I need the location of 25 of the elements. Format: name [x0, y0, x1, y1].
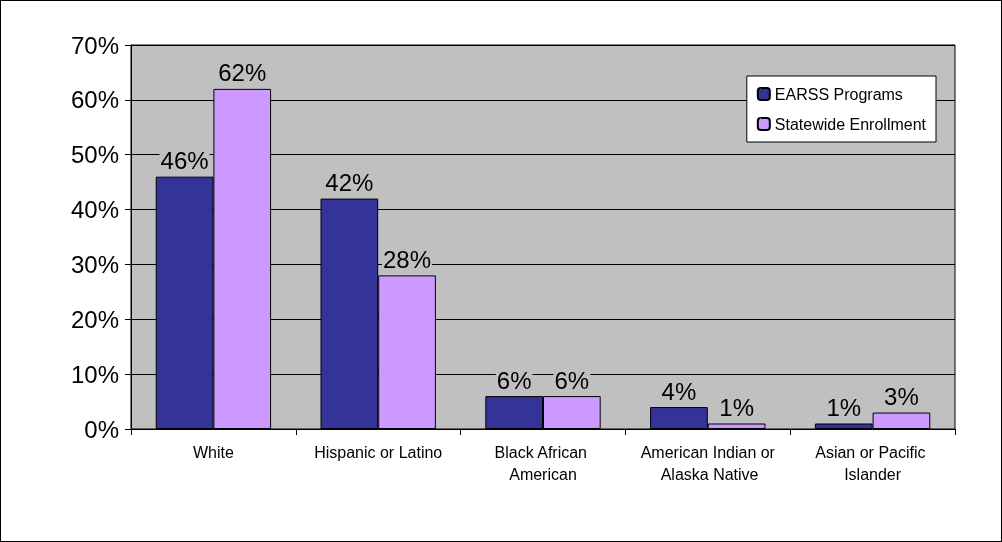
data-label: 6% [554, 366, 590, 394]
y-tick-label: 40% [70, 196, 119, 224]
data-label: 28% [383, 245, 432, 273]
y-tick-label: 30% [70, 250, 119, 278]
y-tick-label: 50% [70, 141, 119, 169]
data-label: 62% [218, 59, 267, 87]
legend-label: Statewide Enrollment [774, 115, 927, 133]
y-tick-label: 20% [70, 305, 119, 333]
legend-label: EARSS Programs [774, 85, 903, 103]
y-tick-label: 70% [70, 31, 119, 59]
data-label: 1% [719, 394, 754, 422]
x-tick-label: White [192, 443, 234, 461]
x-tick-label: American Indian or Alaska Native [640, 443, 776, 483]
data-label: 42% [325, 169, 374, 197]
data-label: 46% [160, 147, 209, 175]
x-tick-label: Asian or Pacific Islander [815, 443, 930, 483]
data-label: 4% [661, 377, 697, 405]
data-label: 6% [496, 366, 532, 394]
y-tick-label: 0% [84, 415, 119, 443]
x-tick-label: Hispanic or Latino [314, 443, 443, 461]
y-tick-label: 60% [70, 86, 119, 114]
data-label: 1% [826, 394, 862, 422]
y-tick-label: 10% [70, 360, 119, 388]
data-label: 3% [884, 383, 919, 411]
x-tick-label: Black African American [494, 443, 592, 483]
